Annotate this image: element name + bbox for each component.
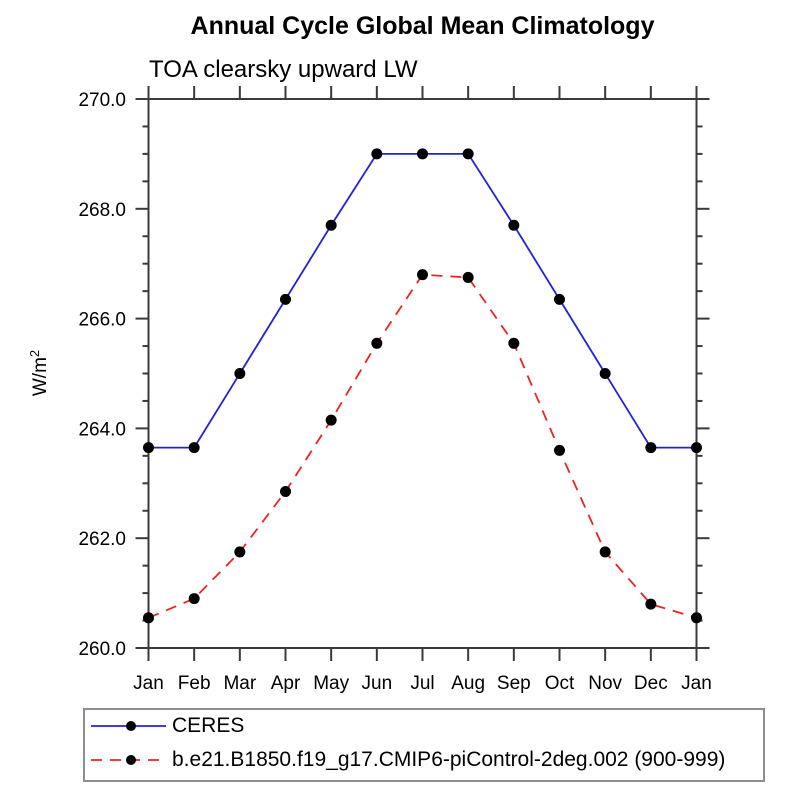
x-tick-label: Dec [634,673,668,694]
data-point-ceres [188,442,200,454]
data-point-ceres [371,148,383,160]
y-tick-label: 270.0 [78,90,126,111]
data-point-model [462,271,474,283]
y-tick-label: 266.0 [78,310,126,331]
data-point-model [554,444,565,456]
x-tick-label: May [313,673,349,694]
data-point-ceres [325,219,337,231]
x-tick-label: Jul [410,673,434,694]
data-point-ceres [508,219,520,231]
data-point-ceres [280,293,291,305]
x-tick-label: Feb [178,673,211,694]
series-line-ceres [148,152,697,449]
data-point-model [143,612,154,624]
data-point-model [371,337,383,349]
legend-sample-model [91,755,166,765]
x-tick-label: Jan [681,673,712,694]
data-point-model [508,337,520,349]
chart-subtitle: TOA clearsky upward LW [149,56,418,83]
legend-sample-ceres [91,721,166,731]
data-point-ceres [599,368,611,379]
series-line-model [148,273,697,619]
data-point-model [234,546,246,558]
legend-item-ceres: CERES [89,714,763,737]
data-point-ceres [462,148,474,160]
x-tick-label: Jan [133,673,164,694]
data-point-model [188,593,200,605]
x-tick-label: Sep [497,673,531,694]
plot-frame [147,98,698,649]
data-point-ceres [234,368,246,379]
y-tick-label: 268.0 [78,200,126,221]
data-point-ceres [143,442,154,454]
y-axis-title: W/m2 [27,350,51,396]
y-tick-label: 264.0 [78,419,126,440]
legend-label-model: b.e21.B1850.f19_g17.CMIP6-piControl-2deg… [172,748,726,771]
chart-title: Annual Cycle Global Mean Climatology [190,12,655,40]
data-point-model [645,598,657,610]
data-point-model [599,546,611,558]
legend-item-model: b.e21.B1850.f19_g17.CMIP6-piControl-2deg… [89,748,763,771]
x-tick-label: Apr [271,673,301,694]
data-point-ceres [691,442,702,454]
data-point-ceres [417,148,428,160]
data-point-model [280,486,291,498]
data-point-ceres [645,442,657,454]
data-point-ceres [554,293,565,305]
x-tick-label: Nov [588,673,622,694]
y-tick-label: 262.0 [78,529,126,550]
legend-marker-dot [126,755,136,765]
data-point-model [417,269,428,281]
data-point-model [325,414,337,426]
legend: CERES b.e21.B1850.f19_g17.CMIP6-piContro… [83,708,765,782]
legend-label-ceres: CERES [172,714,245,737]
y-tick-label: 260.0 [78,639,126,660]
legend-marker-dot [126,721,136,731]
x-tick-label: Mar [223,673,256,694]
x-tick-label: Oct [545,673,575,694]
x-tick-label: Jun [362,673,393,694]
data-point-model [691,612,702,624]
x-tick-label: Aug [451,673,485,694]
